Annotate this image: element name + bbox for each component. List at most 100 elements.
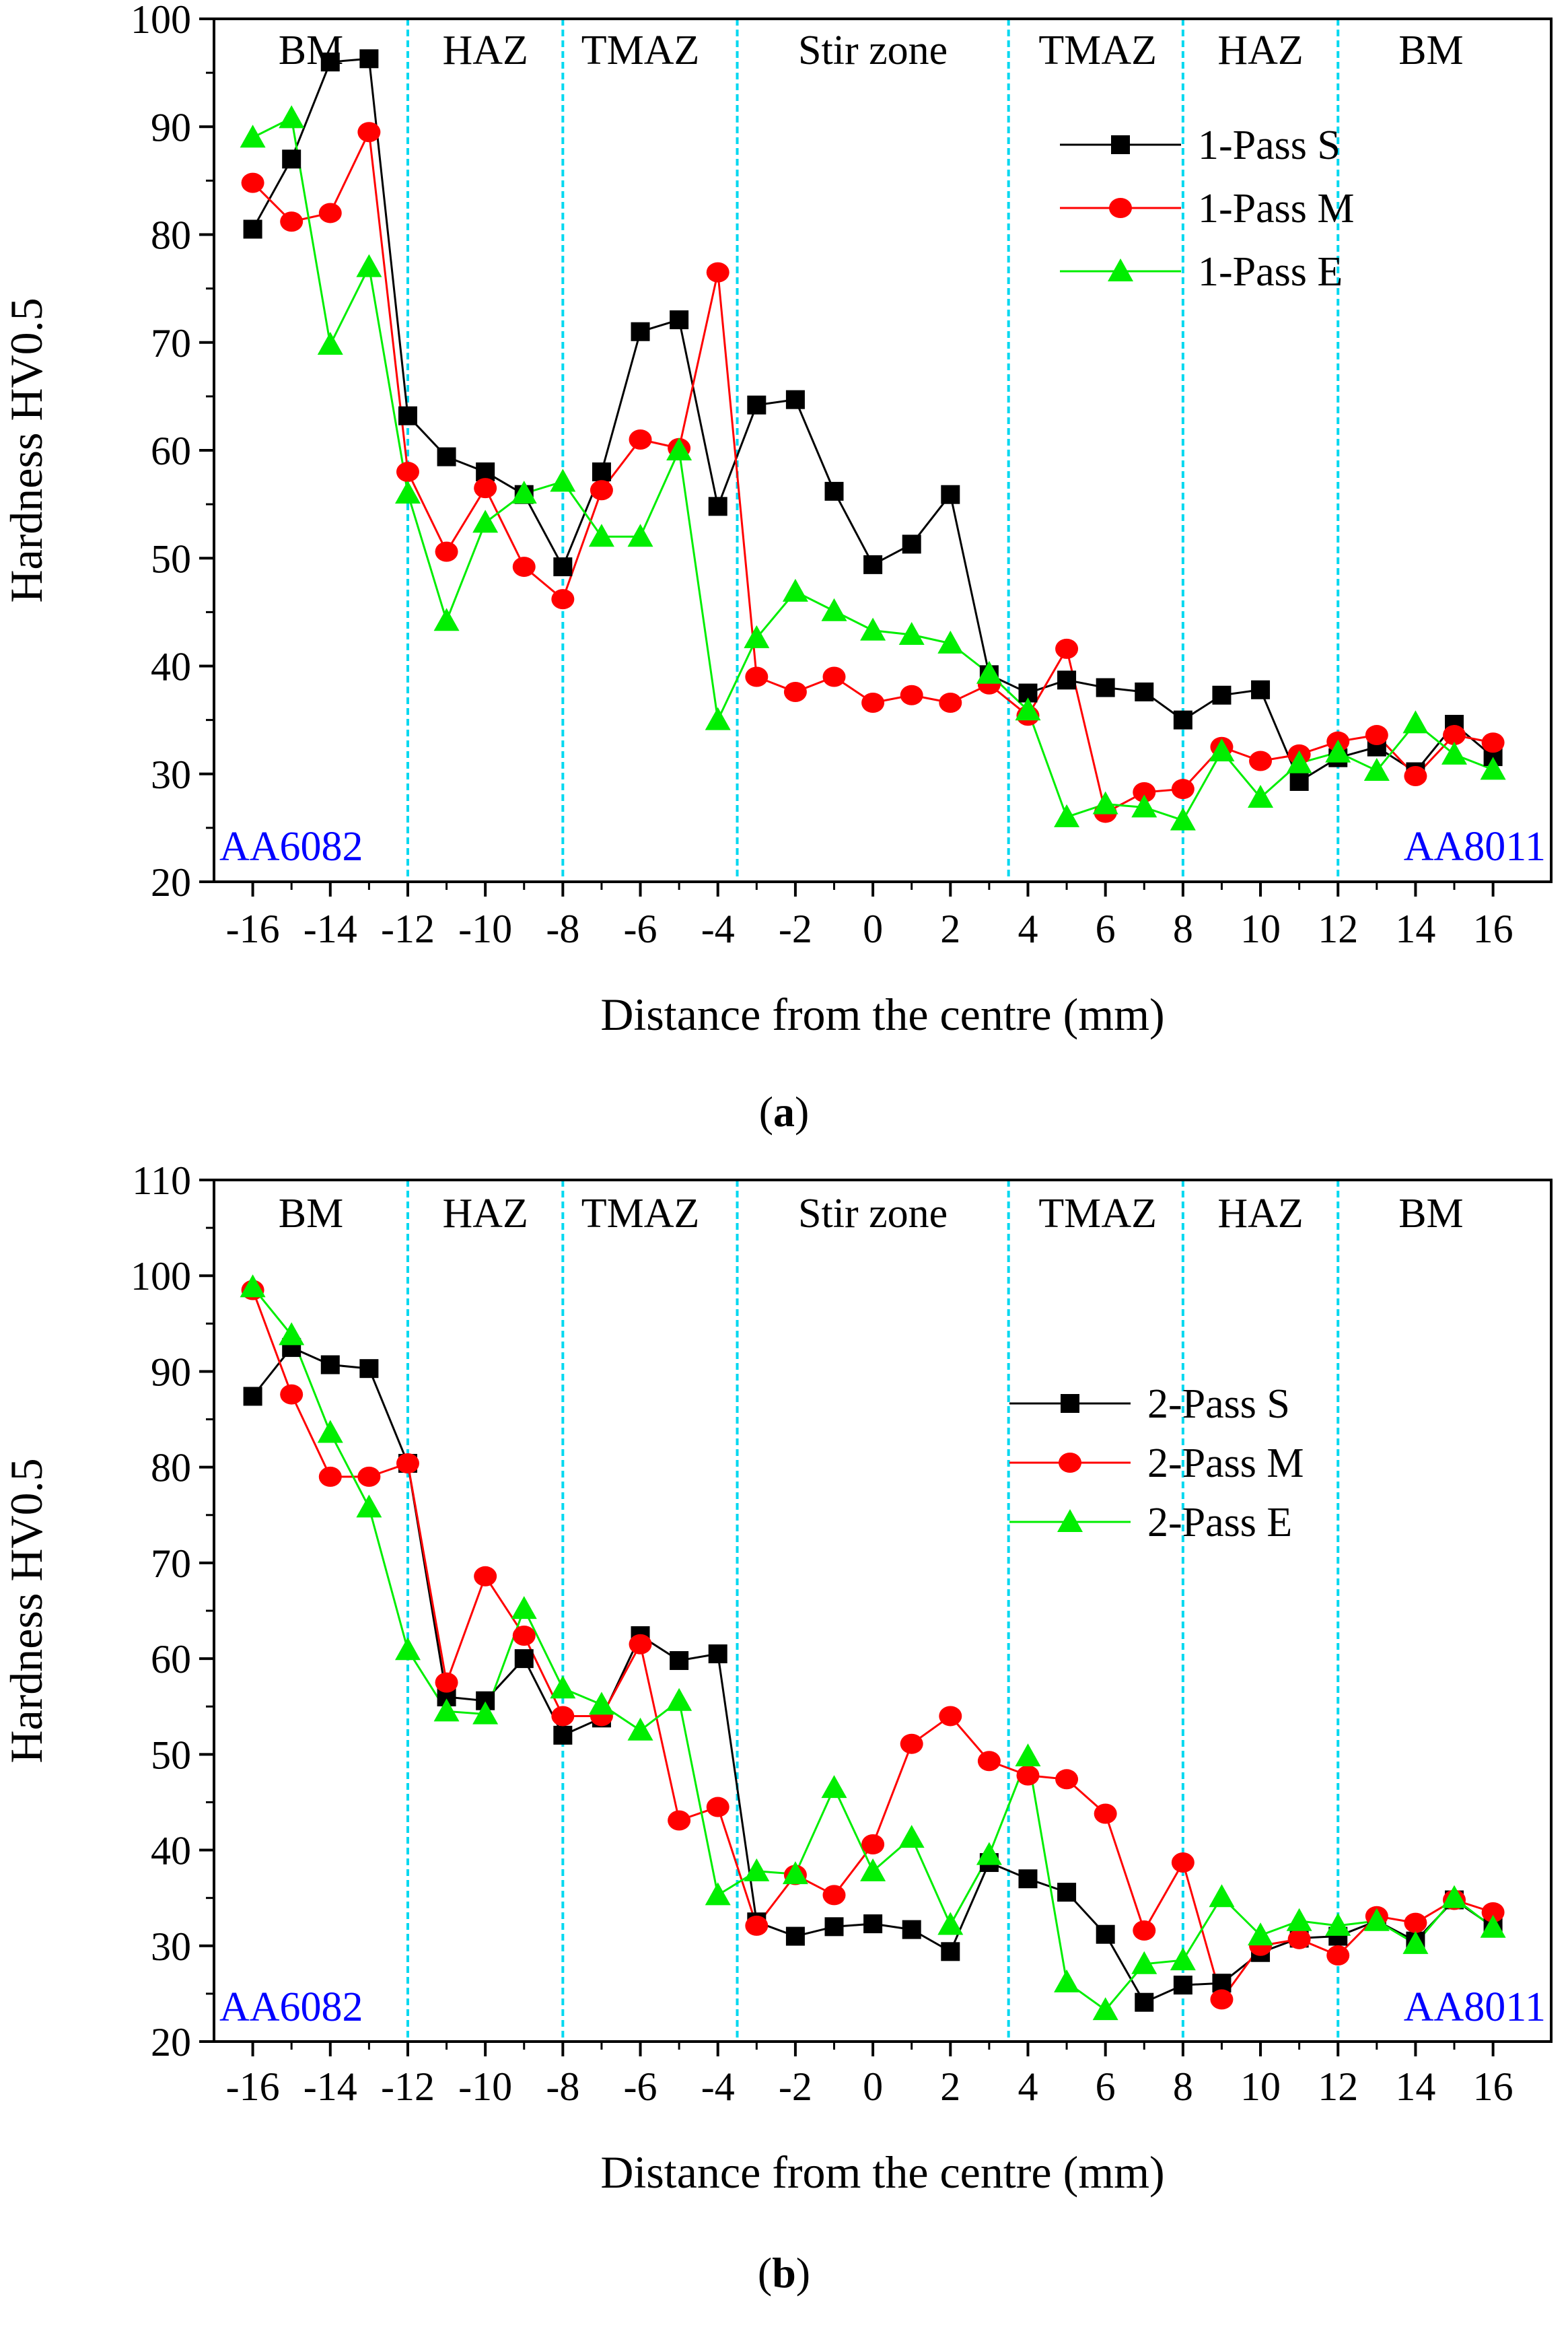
data-point [1131, 794, 1157, 818]
x-tick-label: -8 [546, 907, 579, 951]
data-point [512, 557, 536, 578]
data-point [1170, 807, 1196, 831]
data-point [782, 578, 808, 602]
data-point [1133, 781, 1156, 802]
data-point [705, 707, 731, 730]
legend: 1-Pass S 1-Pass M 1-Pass E [1060, 123, 1355, 295]
data-point [939, 692, 962, 713]
data-point [627, 1717, 653, 1741]
data-point [1441, 1885, 1468, 1908]
data-point [394, 481, 421, 504]
x-tick-label: 10 [1240, 2064, 1281, 2109]
data-point [396, 462, 419, 483]
data-point [279, 105, 305, 129]
data-point [1173, 710, 1192, 730]
y-tick-label: 90 [151, 1350, 191, 1394]
data-point [317, 1420, 343, 1443]
y-tick-label: 90 [151, 105, 191, 149]
x-tick-label: -2 [779, 2064, 812, 2109]
data-point [745, 1915, 769, 1936]
data-point [553, 1725, 573, 1745]
data-point [1092, 1997, 1118, 2021]
y-tick-label: 50 [151, 536, 191, 581]
data-point [318, 203, 342, 223]
zone-label: HAZ [442, 28, 528, 73]
data-point [1249, 751, 1273, 771]
legend: 2-Pass S 2-Pass M 2-Pass E [1009, 1381, 1304, 1545]
data-point [1057, 670, 1077, 690]
zone-label: TMAZ [581, 1191, 700, 1237]
data-point [1365, 725, 1388, 746]
legend-marker [1111, 135, 1130, 154]
data-point [1096, 678, 1115, 697]
data-point [550, 468, 576, 492]
data-point [1325, 1912, 1351, 1936]
chart-b: -16 -14 -12 -10 -8 -6 -4 -2 0 2 4 6 8 10 12 14 16 20 30 40 5… [1, 1158, 1553, 2198]
data-point [783, 681, 807, 702]
x-tick-label: -12 [381, 907, 435, 951]
data-point [822, 666, 846, 687]
data-point [941, 485, 960, 504]
data-point [279, 1322, 305, 1346]
data-point [243, 219, 262, 239]
y-tick-label: 100 [131, 1254, 191, 1298]
data-point [708, 497, 727, 516]
data-point [1135, 1992, 1154, 2012]
x-tick-label: 12 [1318, 907, 1358, 951]
x-tick-label: 4 [1018, 907, 1038, 951]
data-point [1480, 1914, 1506, 1938]
data-point [357, 122, 381, 143]
data-point [1212, 685, 1232, 705]
data-point [900, 1733, 923, 1754]
x-tick-label: -2 [779, 907, 812, 951]
legend-label: 2-Pass M [1147, 1440, 1304, 1486]
data-point [1248, 785, 1274, 808]
data-point [1171, 1852, 1195, 1873]
data-point [1171, 779, 1195, 800]
data-point [629, 1634, 652, 1655]
data-point [433, 608, 460, 631]
data-point [1402, 1930, 1429, 1954]
data-point [1441, 741, 1468, 765]
data-point [1404, 765, 1427, 786]
zone-label: BM [1398, 28, 1463, 73]
y-tick-label: 40 [151, 645, 191, 689]
x-tick-label: 0 [863, 907, 883, 951]
x-tick-label: -4 [701, 2064, 735, 2109]
zone-label: TMAZ [1038, 1191, 1157, 1237]
data-point [1286, 1908, 1312, 1931]
data-point [1057, 1883, 1077, 1902]
right-material-label: AA8011 [1404, 1984, 1546, 2030]
data-point [744, 1858, 770, 1881]
panel-label-a: (a) [758, 1088, 810, 1136]
data-point [1131, 1951, 1157, 1974]
data-point [472, 1701, 499, 1725]
x-tick-label: -6 [624, 907, 657, 951]
x-tick-label: 16 [1473, 907, 1513, 951]
data-point [550, 1675, 576, 1699]
data-point [1402, 710, 1429, 734]
data-point [356, 254, 382, 277]
data-point [553, 557, 573, 577]
x-tick-label: 14 [1395, 2064, 1435, 2109]
data-point [1055, 1769, 1079, 1790]
data-point [320, 1355, 340, 1375]
y-tick-label: 20 [151, 860, 191, 905]
data-point [1092, 791, 1118, 814]
y-tick-label: 60 [151, 429, 191, 473]
data-point [1054, 804, 1080, 827]
data-point [1443, 725, 1466, 746]
data-point [357, 1466, 381, 1487]
data-point [1363, 1908, 1390, 1931]
x-tick-label: 6 [1096, 907, 1116, 951]
data-point [1015, 697, 1041, 721]
data-point [708, 1644, 727, 1663]
data-point [1248, 1922, 1274, 1946]
y-axis-title: Hardness HV0.5 [1, 1458, 52, 1763]
legend-label: 1-Pass M [1198, 186, 1355, 232]
data-point [1016, 1765, 1040, 1786]
x-tick-label: -8 [546, 2064, 579, 2109]
x-tick-label: -14 [304, 2064, 357, 2109]
zone-label: Stir zone [798, 28, 948, 73]
data-point [1135, 682, 1154, 701]
